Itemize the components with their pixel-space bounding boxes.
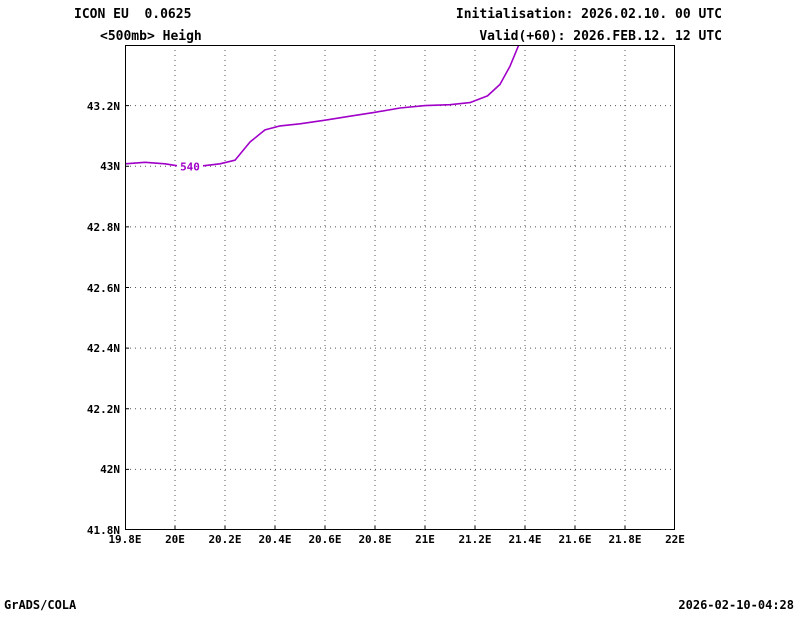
x-tick-label: 21.2E (458, 533, 492, 546)
x-tick-label: 21E (415, 533, 435, 546)
x-tick-label: 20.2E (208, 533, 242, 546)
x-tick-label: 20.4E (258, 533, 292, 546)
y-tick-label: 42.4N (86, 342, 120, 356)
valid-time: Valid(+60): 2026.FEB.12. 12 UTC (479, 29, 722, 44)
plot-border (125, 45, 675, 530)
y-tick-label: 43.2N (86, 99, 120, 113)
x-tick-label: 21.6E (558, 533, 592, 546)
y-tick-label: 42.6N (86, 281, 120, 295)
x-tick-label: 20.8E (358, 533, 392, 546)
y-tick-label: 42.2N (86, 402, 120, 416)
x-tick-label: 21.8E (608, 533, 642, 546)
x-tick-label: 20.6E (308, 533, 342, 546)
grads-credit: GrADS/COLA (4, 598, 77, 612)
y-tick-label: 43N (100, 160, 120, 174)
x-tick-label: 21.4E (508, 533, 542, 546)
contour-label: 540 (180, 160, 200, 173)
x-tick-label: 19.8E (108, 533, 142, 546)
model-title: ICON EU 0.0625 (74, 7, 192, 22)
x-tick-label: 22E (665, 533, 685, 546)
contour-label-mask (177, 159, 203, 174)
y-tick-label: 42.8N (86, 220, 120, 234)
plot-area: 540 (125, 45, 675, 530)
creation-timestamp: 2026-02-10-04:28 (678, 598, 794, 612)
y-tick-label: 41.8N (86, 524, 120, 537)
y-tick-label: 42N (100, 463, 120, 477)
field-title: <500mb> Heigh (100, 29, 202, 44)
initialisation-time: Initialisation: 2026.02.10. 00 UTC (455, 7, 722, 22)
x-tick-label: 20E (165, 533, 185, 546)
